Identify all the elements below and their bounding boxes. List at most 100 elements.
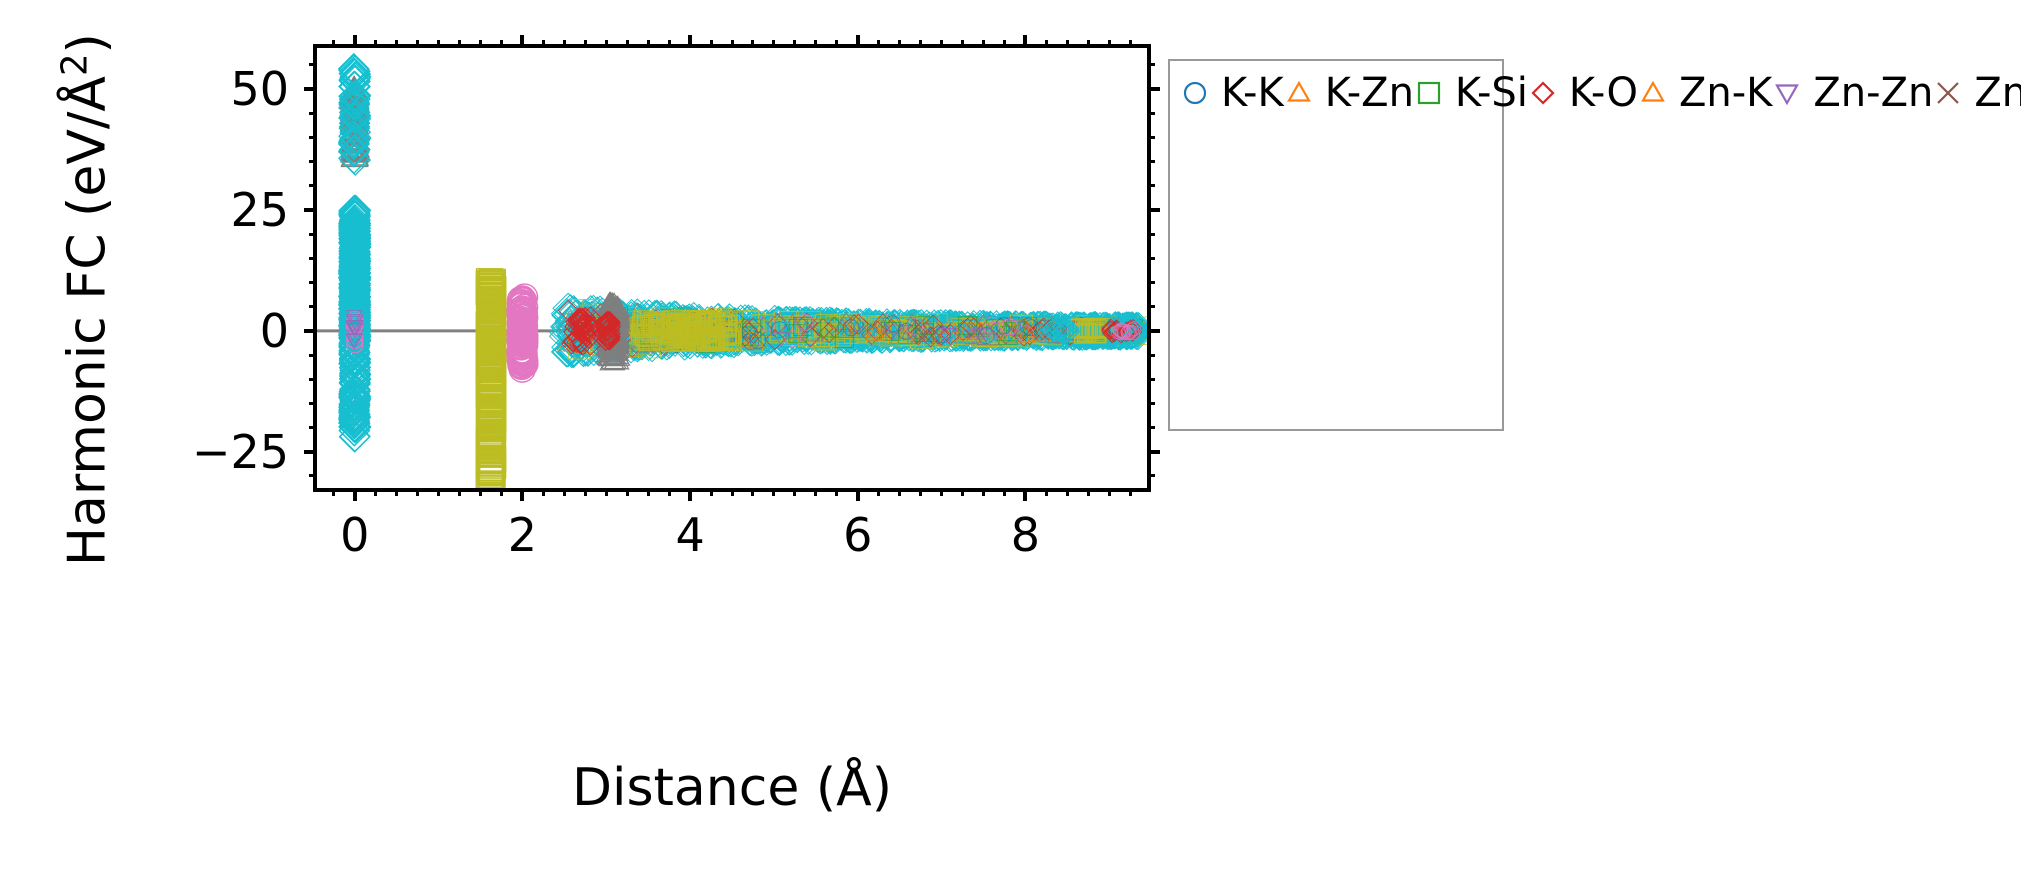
x-tick-minor-top [751, 40, 755, 48]
legend-entry-k-si[interactable]: K-Si [1414, 71, 1528, 115]
x-tick-minor [667, 488, 671, 496]
y-tick-minor [309, 184, 317, 188]
y-tick-minor-right [1147, 160, 1155, 164]
x-tick-minor-top [583, 40, 587, 48]
x-tick-minor [332, 488, 336, 496]
x-tick-label: 8 [1010, 508, 1041, 562]
x-tick-major-top [688, 35, 693, 48]
x-tick-minor-top [919, 40, 923, 48]
y-tick-major-right [1147, 449, 1160, 454]
x-tick-minor-top [499, 40, 503, 48]
y-tick-label: 0 [259, 303, 289, 358]
y-tick-minor [309, 353, 317, 357]
legend-label: Zn-Si [1974, 69, 2021, 116]
legend-label: K-Zn [1324, 69, 1414, 116]
legend-label: Zn-K [1678, 69, 1773, 116]
y-tick-minor [309, 401, 317, 405]
diamond-icon [1528, 78, 1558, 108]
y-tick-minor-right [1147, 377, 1155, 381]
x-tick-minor [416, 488, 420, 496]
x-tick-minor-top [1002, 40, 1006, 48]
legend-label: Zn-Zn [1813, 69, 1934, 116]
x-tick-minor-top [940, 40, 944, 48]
x-tick-major [1023, 488, 1028, 501]
x-tick-minor [1044, 488, 1048, 496]
y-tick-major-right [1147, 328, 1160, 333]
legend-entry-zn-zn[interactable]: Zn-Zn [1772, 71, 1933, 115]
x-tick-minor [395, 488, 399, 496]
y-tick-major [304, 328, 317, 333]
x-tick-minor [751, 488, 755, 496]
triangle-up-icon [1284, 78, 1314, 108]
legend-entry-k-k[interactable]: K-K [1180, 71, 1284, 115]
x-tick-major-top [520, 35, 525, 48]
x-tick-minor-top [604, 40, 608, 48]
x-tick-minor-top [458, 40, 462, 48]
y-tick-major [304, 449, 317, 454]
legend-grid: K-K K-Zn K-Si K-O Zn-K Zn-Zn [1180, 71, 2021, 419]
x-tick-minor-top [772, 40, 776, 48]
x-tick-minor [793, 488, 797, 496]
x-tick-label: 2 [507, 508, 538, 562]
y-tick-minor-right [1147, 305, 1155, 309]
y-tick-minor [309, 111, 317, 115]
legend-entry-zn-k[interactable]: Zn-K [1638, 71, 1772, 115]
x-tick-minor-top [730, 40, 734, 48]
y-tick-major [304, 87, 317, 92]
y-tick-minor [309, 377, 317, 381]
x-tick-minor-top [332, 40, 336, 48]
x-tick-minor-top [625, 40, 629, 48]
x-tick-minor [1107, 488, 1111, 496]
x-tick-minor [604, 488, 608, 496]
y-tick-label: −25 [191, 424, 289, 479]
x-tick-minor-top [667, 40, 671, 48]
y-tick-major-right [1147, 207, 1160, 212]
x-tick-minor-top [814, 40, 818, 48]
x-tick-major [688, 488, 693, 501]
x-tick-minor-top [374, 40, 378, 48]
x-tick-minor-top [646, 40, 650, 48]
y-tick-label: 25 [230, 182, 289, 237]
y-axis-label: Harmonic FC (eV/Å2) [54, 33, 118, 567]
x-tick-minor [1065, 488, 1069, 496]
x-tick-label: 0 [340, 508, 370, 562]
plot-area [313, 44, 1151, 492]
x-tick-minor [437, 488, 441, 496]
x-tick-minor-top [877, 40, 881, 48]
x-tick-minor [583, 488, 587, 496]
x-tick-minor-top [395, 40, 399, 48]
x-tick-minor-top [562, 40, 566, 48]
triangle-up-icon [1638, 78, 1668, 108]
x-tick-minor [625, 488, 629, 496]
x-tick-minor [835, 488, 839, 496]
y-tick-minor [309, 135, 317, 139]
legend-label: K-K [1221, 69, 1284, 116]
y-tick-minor [309, 63, 317, 67]
y-tick-minor-right [1147, 232, 1155, 236]
legend-entry-zn-si[interactable]: Zn-Si [1933, 71, 2021, 115]
x-tick-label: 4 [675, 508, 705, 562]
x-tick-minor-top [416, 40, 420, 48]
x-tick-minor [772, 488, 776, 496]
y-tick-minor-right [1147, 184, 1155, 188]
triangle-down-icon [1772, 78, 1802, 108]
x-tick-minor-top [709, 40, 713, 48]
y-tick-minor-right [1147, 474, 1155, 478]
y-tick-minor [309, 256, 317, 260]
y-tick-minor-right [1147, 111, 1155, 115]
legend-entry-k-o[interactable]: K-O [1528, 71, 1638, 115]
x-tick-minor [898, 488, 902, 496]
x-tick-minor [814, 488, 818, 496]
y-tick-minor-right [1147, 135, 1155, 139]
scatter-layer [317, 52, 1147, 488]
x-tick-major [520, 488, 525, 501]
legend-label: K-Si [1454, 69, 1528, 116]
y-tick-minor-right [1147, 63, 1155, 67]
legend-entry-k-zn[interactable]: K-Zn [1284, 71, 1414, 115]
x-tick-minor [541, 488, 545, 496]
x-tick-major-top [352, 35, 357, 48]
x-tick-minor [458, 488, 462, 496]
x-tick-minor-top [961, 40, 965, 48]
y-tick-minor [309, 426, 317, 430]
